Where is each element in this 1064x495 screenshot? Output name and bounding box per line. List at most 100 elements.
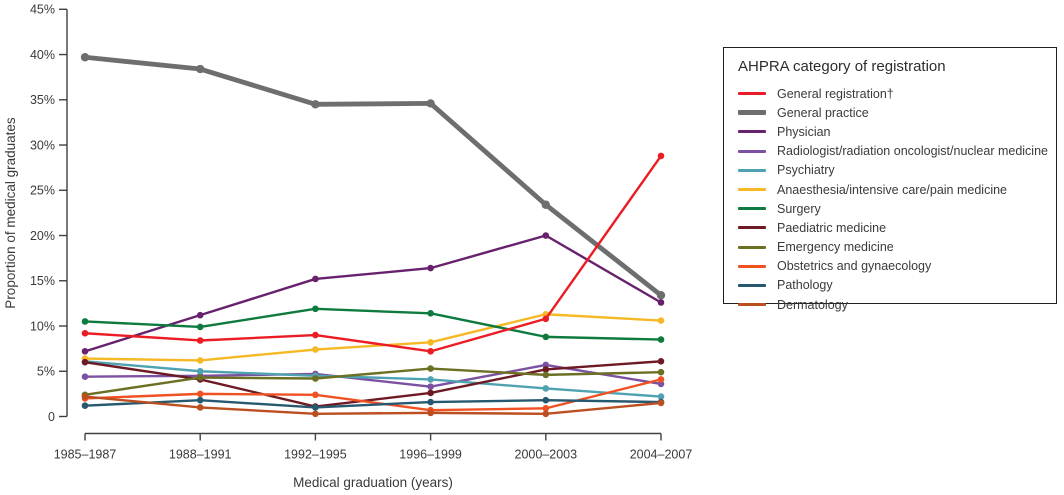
data-point: [196, 64, 205, 74]
x-tick-label: 2000–2003: [515, 448, 578, 462]
data-point: [312, 275, 319, 283]
y-tick-label: 15%: [30, 274, 55, 288]
data-point: [312, 404, 319, 411]
legend-item: Paediatric medicine: [738, 218, 1056, 237]
data-point: [542, 405, 550, 412]
legend-item: Surgery: [738, 199, 1056, 218]
series-line: [83, 378, 663, 412]
data-point: [196, 337, 204, 344]
x-tick-label: 1992–1995: [284, 448, 347, 462]
x-tick-label: 1985–1987: [54, 448, 117, 462]
legend-item-label: Radiologist/radiation oncologist/nuclear…: [777, 144, 1048, 159]
legend-items: General registration† General practice Phy…: [738, 84, 1056, 314]
data-point: [657, 380, 665, 388]
legend-line-swatch: [738, 168, 766, 172]
legend-item: Pathology: [738, 276, 1056, 295]
legend-item-label: Obstetrics and gynaecology: [777, 259, 932, 274]
y-tick-label: 0: [48, 410, 55, 424]
data-point: [541, 200, 550, 209]
data-point: [196, 323, 204, 331]
legend-title: AHPRA category of registration: [738, 58, 946, 75]
y-tick-label: 5%: [37, 365, 55, 379]
data-point: [542, 385, 550, 392]
x-axis-title: Medical graduation (years): [293, 475, 453, 490]
legend-line-swatch: [738, 245, 766, 249]
legend-item-label: Dermatology: [777, 297, 848, 312]
data-point: [656, 291, 666, 300]
x-tick-label: 1988–1991: [169, 448, 232, 462]
data-point: [542, 396, 550, 404]
y-tick-label: 25%: [30, 184, 55, 198]
data-point: [427, 338, 434, 346]
data-point: [427, 409, 434, 417]
data-point: [657, 317, 665, 324]
legend-item: General practice: [738, 103, 1056, 122]
data-point: [81, 348, 89, 355]
data-point: [426, 99, 435, 108]
data-point: [196, 374, 204, 381]
data-point: [657, 399, 665, 407]
series-line: [83, 399, 663, 409]
data-point: [196, 357, 204, 364]
data-point: [312, 375, 319, 382]
data-point: [196, 367, 204, 375]
data-point: [312, 331, 319, 339]
data-point: [80, 53, 90, 62]
data-point: [81, 402, 89, 409]
legend-item-label: General registration†: [777, 86, 894, 101]
legend-line-swatch: [738, 207, 766, 211]
data-point: [196, 404, 204, 411]
data-point: [312, 305, 319, 313]
data-point: [81, 358, 89, 366]
series-line: [83, 307, 663, 341]
data-point: [312, 410, 319, 418]
y-tick-label: 40%: [30, 48, 55, 62]
legend-line-swatch: [738, 92, 766, 96]
data-point: [196, 311, 204, 319]
data-point: [81, 373, 89, 380]
series-line: [83, 313, 663, 362]
data-point: [657, 368, 665, 376]
legend-line-swatch: [738, 303, 766, 307]
data-point: [196, 396, 204, 404]
data-point: [657, 299, 665, 306]
data-point: [657, 152, 665, 160]
data-point: [657, 336, 665, 343]
legend-item-label: Emergency medicine: [777, 240, 894, 255]
legend-item: General registration†: [738, 84, 1056, 103]
data-point: [81, 329, 89, 337]
data-point: [196, 390, 204, 398]
series-line: [83, 367, 663, 396]
data-point: [427, 348, 434, 355]
series-line: [83, 234, 663, 353]
data-point: [427, 376, 434, 383]
y-tick-label: 20%: [30, 229, 55, 243]
y-axis-title: Proportion of medical graduates: [3, 117, 18, 309]
legend-item: Emergency medicine: [738, 238, 1056, 257]
legend-line-swatch: [738, 283, 766, 287]
legend-item-label: Anaesthesia/intensive care/pain medicine: [777, 182, 1007, 197]
data-point: [657, 393, 665, 400]
data-point: [657, 376, 665, 383]
data-point: [81, 393, 89, 400]
data-point: [542, 371, 550, 379]
data-point: [542, 333, 550, 341]
series-line: [83, 154, 663, 353]
data-point: [312, 391, 319, 399]
legend-item-label: Pathology: [777, 278, 833, 293]
data-point: [542, 410, 550, 418]
legend-item-label: Paediatric medicine: [777, 220, 887, 235]
series-line: [83, 395, 663, 415]
y-tick-label: 30%: [30, 138, 55, 152]
data-point: [427, 389, 434, 397]
y-tick-label: 10%: [30, 319, 55, 333]
series-line: [82, 54, 664, 298]
legend-item-label: Psychiatry: [777, 163, 835, 178]
legend-item: Dermatology: [738, 295, 1056, 314]
legend-line-swatch: [738, 226, 766, 230]
plot-series-and-axes: 0 5% 10% 15% 20% 25% 30% 35% 40% 45% 1985–1987 1988…: [30, 3, 692, 462]
legend-line-swatch: [738, 188, 766, 192]
data-point: [427, 365, 434, 372]
legend-item: Obstetrics and gynaecology: [738, 257, 1056, 276]
